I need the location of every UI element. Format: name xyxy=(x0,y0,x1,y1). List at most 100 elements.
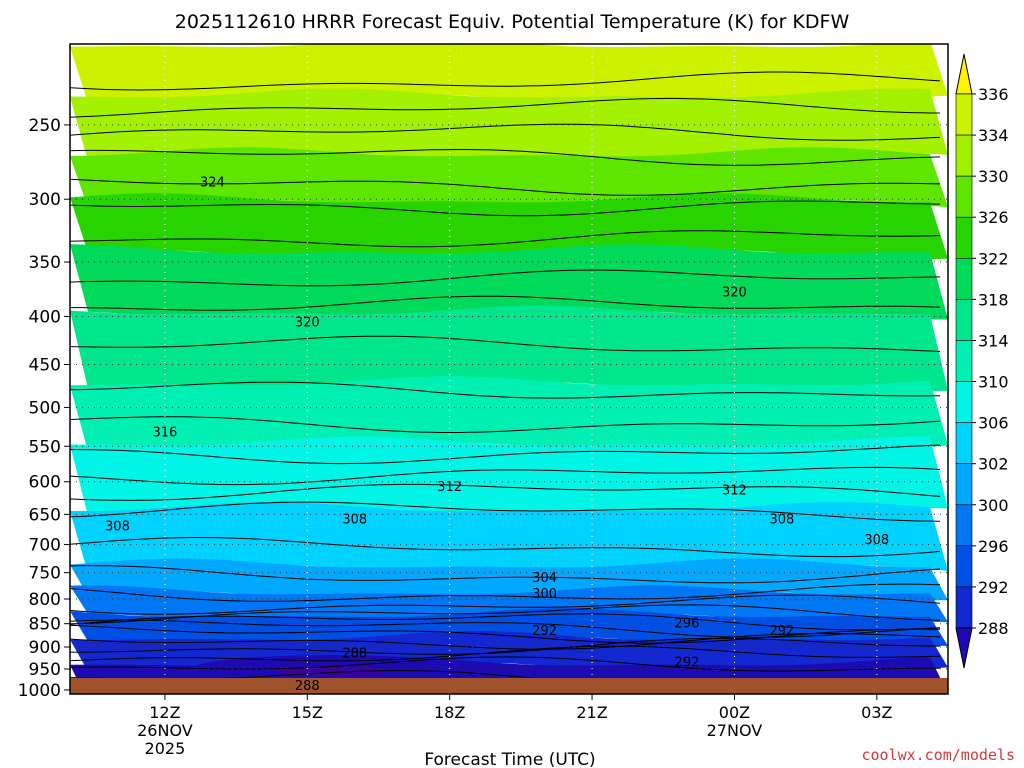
contour-line xyxy=(70,200,941,217)
colorbar-box xyxy=(955,545,973,588)
y-tick-label: 500 xyxy=(29,398,61,418)
contour-label: 304 xyxy=(532,571,557,586)
y-tick-label: 550 xyxy=(29,437,61,457)
ground-surface xyxy=(70,678,948,694)
colorbar-label: 296 xyxy=(978,537,1009,556)
contour-line xyxy=(70,583,941,602)
colorbar-box xyxy=(955,258,973,300)
temperature-band xyxy=(70,193,948,260)
x-tick-label: 27NOV xyxy=(707,721,763,740)
chart-title: 2025112610 HRRR Forecast Equiv. Potentia… xyxy=(175,11,850,33)
x-tick-label: 00Z xyxy=(719,703,750,722)
colorbar-label: 300 xyxy=(978,496,1009,515)
y-tick-label: 250 xyxy=(29,116,61,136)
contour-label: 308 xyxy=(342,512,367,527)
y-tick-label: 350 xyxy=(29,253,61,273)
contour-label: 292 xyxy=(675,656,700,671)
colorbar-box xyxy=(955,463,973,506)
contour-label: 308 xyxy=(769,512,794,527)
contour-line xyxy=(70,633,941,650)
colorbar-box xyxy=(955,340,973,382)
y-tick-label: 600 xyxy=(29,473,61,493)
x-tick-label: 2025 xyxy=(145,739,186,758)
colorbar-label: 314 xyxy=(978,331,1009,350)
contour-label: 312 xyxy=(722,483,747,498)
colorbar-box xyxy=(955,422,973,464)
contour-label: 296 xyxy=(675,617,700,632)
contour-label: 308 xyxy=(864,533,889,548)
y-tick-label: 750 xyxy=(29,564,61,584)
colorbar-min-arrow xyxy=(955,627,973,669)
watermark: coolwx.com/models xyxy=(861,746,1015,764)
contour-label: 292 xyxy=(532,624,557,639)
colorbar-box xyxy=(955,175,973,218)
y-axis: 250 300 350 400 450 500 550 600 650 700 750 800 850 9… xyxy=(18,116,70,701)
temperature-band xyxy=(70,436,948,517)
colorbar-box xyxy=(955,93,973,136)
x-axis-label: Forecast Time (UTC) xyxy=(424,750,595,768)
temperature-band xyxy=(70,502,948,574)
contour-line xyxy=(70,123,941,141)
temperature-band xyxy=(70,44,948,104)
colorbar-label: 326 xyxy=(978,208,1009,227)
colorbar-box xyxy=(955,381,973,423)
temperature-band xyxy=(70,147,948,209)
contour-label: 292 xyxy=(769,624,794,639)
contour-line xyxy=(70,501,941,522)
y-tick-label: 450 xyxy=(29,355,61,375)
contour-line xyxy=(70,466,941,486)
contour-line xyxy=(70,645,941,662)
contour-line xyxy=(70,71,941,91)
contour-line xyxy=(70,604,941,625)
contour-line xyxy=(70,637,941,655)
contour-label: 320 xyxy=(722,285,747,300)
contour-label: 320 xyxy=(295,316,320,331)
y-tick-label: 400 xyxy=(29,307,61,327)
contour-label: 312 xyxy=(437,480,462,495)
y-tick-label: 1000 xyxy=(18,681,61,701)
plot-area xyxy=(70,44,948,694)
colorbar-label: 310 xyxy=(978,373,1009,392)
colorbar-box xyxy=(955,504,973,547)
y-tick-label: 800 xyxy=(29,590,61,610)
colorbar-label: 318 xyxy=(978,290,1009,309)
contour-line xyxy=(70,416,941,433)
x-tick-label: 26NOV xyxy=(137,721,193,740)
colorbar-label: 302 xyxy=(978,455,1009,474)
contour-label: 300 xyxy=(532,587,557,602)
x-tick-label: 21Z xyxy=(576,703,607,722)
contour-line xyxy=(70,230,941,248)
contour-line xyxy=(70,269,941,287)
contour-label: 288 xyxy=(342,647,367,662)
contour-line xyxy=(70,295,941,311)
x-tick-label: 15Z xyxy=(292,703,323,722)
x-tick-label: 12Z xyxy=(149,703,180,722)
contour-line xyxy=(70,537,941,558)
contour-line xyxy=(70,97,940,118)
x-tick-label: 18Z xyxy=(434,703,465,722)
contour-line xyxy=(70,483,941,501)
colorbar-label: 336 xyxy=(978,85,1009,104)
colorbar-box xyxy=(955,134,973,177)
colorbar-box xyxy=(955,586,973,629)
y-tick-label: 700 xyxy=(29,536,61,556)
y-tick-label: 850 xyxy=(29,615,61,635)
y-tick-label: 900 xyxy=(29,638,61,658)
colorbar-label: 292 xyxy=(978,578,1009,597)
colorbar-label: 306 xyxy=(978,414,1009,433)
contour-line xyxy=(70,381,941,399)
y-tick-label: 650 xyxy=(29,505,61,525)
temperature-bands xyxy=(70,44,948,694)
temperature-band xyxy=(70,244,948,321)
contour-line xyxy=(70,594,941,615)
colorbar-box xyxy=(955,299,973,341)
contour-line xyxy=(70,613,941,631)
contour-line xyxy=(70,148,941,166)
contour-label: 324 xyxy=(200,176,225,191)
colorbar-label: 288 xyxy=(978,619,1009,638)
x-tick-label: 03Z xyxy=(861,703,892,722)
temperature-band xyxy=(70,376,948,452)
